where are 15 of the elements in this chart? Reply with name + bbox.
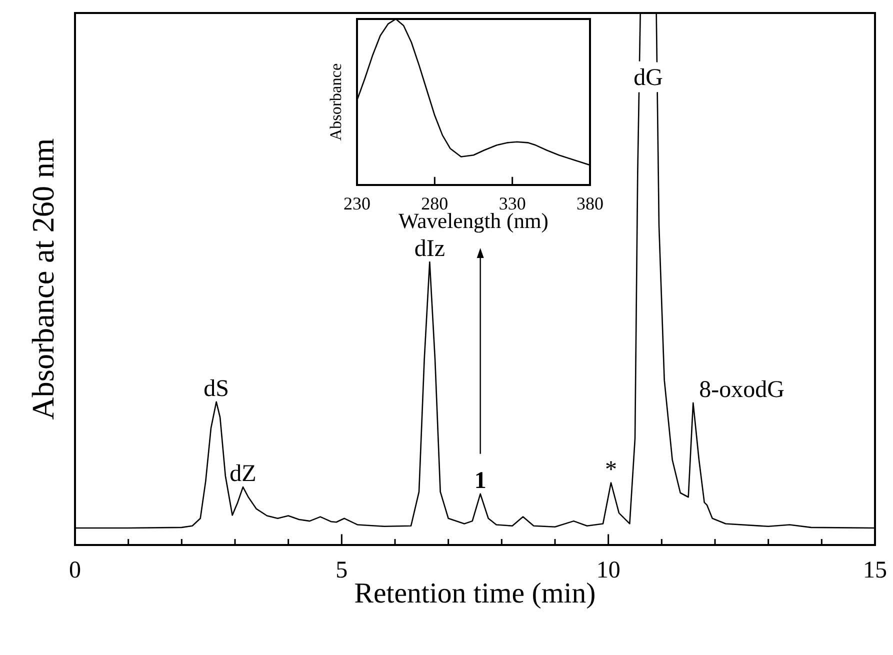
x-tick-label: 10 — [596, 557, 620, 584]
annotation: dS — [204, 376, 230, 402]
x-tick-label: 0 — [69, 557, 81, 584]
annotation: 8-oxodG — [699, 376, 784, 403]
x-tick-label: 380 — [576, 193, 604, 214]
x-axis-title: Retention time (min) — [354, 578, 596, 610]
x-tick-label: 5 — [336, 557, 348, 584]
y-axis-title: Absorbance at 260 nm — [25, 138, 60, 420]
annotation: dZ — [230, 461, 256, 488]
annotation: dIz — [414, 236, 445, 262]
annotation: 1 — [474, 468, 486, 494]
x-tick-label: 15 — [863, 557, 887, 584]
y-axis-title: Absorbance — [326, 63, 345, 141]
x-tick-label: 230 — [344, 193, 370, 214]
annotation: * — [605, 456, 617, 483]
